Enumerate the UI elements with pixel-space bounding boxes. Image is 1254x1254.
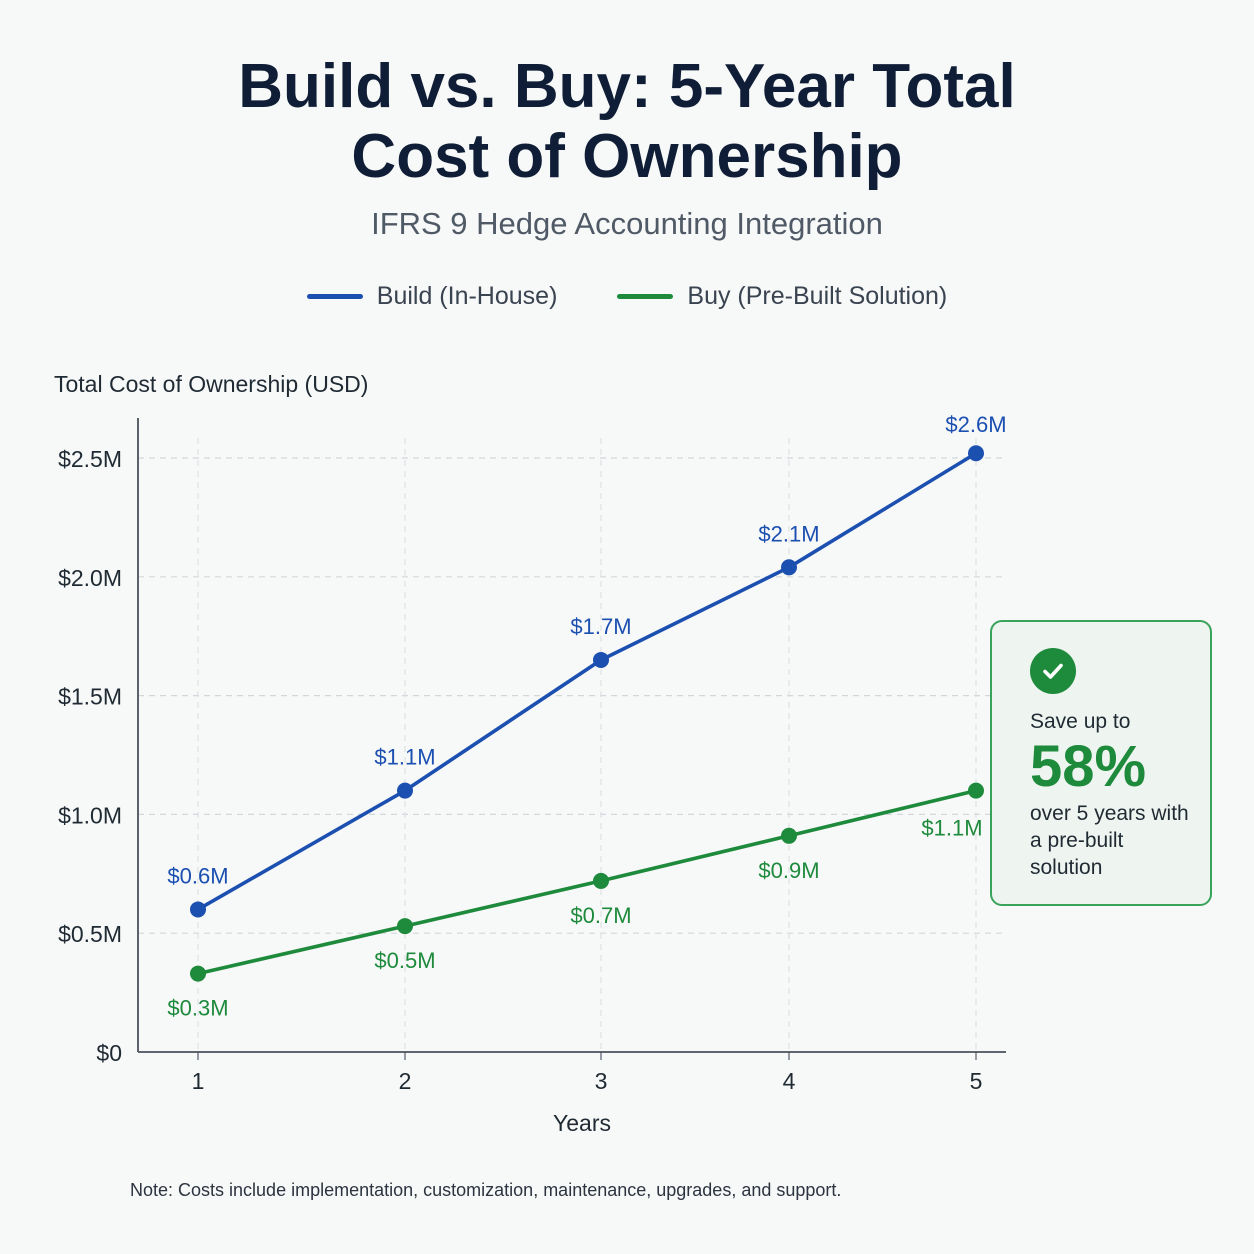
callout-post-text: over 5 years with a pre-built solution bbox=[1030, 802, 1189, 879]
data-label-build: $1.7M bbox=[570, 614, 631, 639]
data-point-build bbox=[781, 559, 797, 576]
x-tick-label: 1 bbox=[192, 1068, 205, 1094]
x-tick-label: 4 bbox=[783, 1068, 796, 1094]
legend-swatch-build bbox=[306, 294, 363, 299]
x-tick-label: 3 bbox=[595, 1068, 608, 1094]
data-label-build: $2.1M bbox=[758, 521, 819, 546]
data-point-build bbox=[593, 651, 609, 668]
data-label-buy: $0.3M bbox=[167, 996, 228, 1021]
data-point-buy bbox=[397, 918, 413, 935]
chart-title: Build vs. Buy: 5-Year Total Cost of Owne… bbox=[0, 52, 1254, 192]
y-tick-label: $1.5M bbox=[58, 684, 122, 710]
y-tick-label: $2.5M bbox=[58, 446, 122, 472]
x-axis-title: Years bbox=[553, 1110, 611, 1136]
data-label-buy: $1.1M bbox=[921, 816, 982, 841]
footnote: Note: Costs include implementation, cust… bbox=[130, 1180, 842, 1200]
data-point-buy bbox=[190, 965, 206, 982]
data-point-build bbox=[397, 782, 413, 799]
legend-swatch-buy bbox=[617, 294, 674, 299]
data-label-buy: $0.7M bbox=[570, 903, 631, 928]
axes: $0 $0.5M $1.0M $1.5M $2.0M $2.5M 1 2 3 4 5 bbox=[58, 418, 1006, 1094]
savings-callout: Save up to 58% over 5 years with a pre-b… bbox=[990, 620, 1212, 906]
y-tick-label: $0.5M bbox=[58, 921, 122, 947]
series-line-buy bbox=[196, 788, 978, 976]
x-tick-label: 5 bbox=[970, 1068, 983, 1094]
data-label-buy: $0.5M bbox=[374, 948, 435, 973]
data-point-build bbox=[190, 901, 206, 918]
x-tick-label: 2 bbox=[399, 1068, 412, 1094]
grid bbox=[138, 438, 1006, 1052]
data-point-build bbox=[968, 445, 984, 462]
data-label-buy: $0.9M bbox=[758, 858, 819, 883]
series-line-build bbox=[196, 451, 978, 912]
check-circle-icon bbox=[1030, 648, 1076, 694]
data-label-build: $0.6M bbox=[167, 863, 228, 888]
legend-item-build: Build (In-House) bbox=[306, 282, 558, 311]
y-tick-label: $2.0M bbox=[58, 565, 122, 591]
chart-title-line1: Build vs. Buy: 5-Year Total bbox=[238, 52, 1016, 121]
data-label-build: $2.6M bbox=[945, 412, 1006, 437]
legend-label-buy: Buy (Pre-Built Solution) bbox=[687, 282, 948, 310]
series: $0.6M $1.1M $1.7M $2.1M $2.6M $0.3M $0.5M $0.7M… bbox=[167, 412, 1006, 1020]
legend-label-build: Build (In-House) bbox=[376, 282, 558, 310]
chart-subtitle: IFRS 9 Hedge Accounting Integration bbox=[371, 206, 883, 241]
y-tick-label: $1.0M bbox=[58, 802, 122, 828]
y-tick-label: $0 bbox=[96, 1040, 122, 1066]
legend: Build (In-House) Buy (Pre-Built Solution… bbox=[0, 282, 1254, 311]
data-point-buy bbox=[781, 827, 797, 844]
chart-title-line2: Cost of Ownership bbox=[351, 122, 903, 191]
legend-item-buy: Buy (Pre-Built Solution) bbox=[617, 282, 947, 311]
data-label-build: $1.1M bbox=[374, 745, 435, 770]
data-point-buy bbox=[593, 872, 609, 889]
callout-savings-value: 58% bbox=[1030, 734, 1147, 799]
data-point-buy bbox=[968, 782, 984, 799]
y-axis-title: Total Cost of Ownership (USD) bbox=[54, 371, 368, 397]
callout-pre-text: Save up to bbox=[1030, 710, 1131, 733]
